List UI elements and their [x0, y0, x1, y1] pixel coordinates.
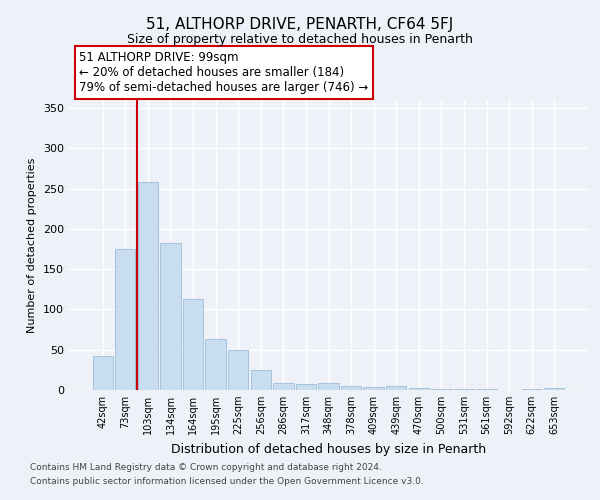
Bar	[273, 383, 293, 390]
Text: 51, ALTHORP DRIVE, PENARTH, CF64 5FJ: 51, ALTHORP DRIVE, PENARTH, CF64 5FJ	[146, 18, 454, 32]
Bar	[409, 388, 429, 390]
Bar	[183, 299, 203, 390]
Text: Contains HM Land Registry data © Crown copyright and database right 2024.: Contains HM Land Registry data © Crown c…	[30, 464, 382, 472]
Bar	[521, 389, 542, 390]
Bar	[92, 356, 113, 390]
Bar	[251, 370, 271, 390]
Text: Size of property relative to detached houses in Penarth: Size of property relative to detached ho…	[127, 32, 473, 46]
Bar	[544, 388, 565, 390]
Bar	[454, 389, 474, 390]
Y-axis label: Number of detached properties: Number of detached properties	[28, 158, 37, 332]
Bar	[138, 182, 158, 390]
Bar	[296, 384, 316, 390]
Bar	[115, 249, 136, 390]
Bar	[160, 242, 181, 390]
Text: Contains public sector information licensed under the Open Government Licence v3: Contains public sector information licen…	[30, 477, 424, 486]
Bar	[431, 389, 452, 390]
Bar	[319, 383, 338, 390]
Bar	[341, 386, 361, 390]
Bar	[476, 389, 497, 390]
Bar	[205, 339, 226, 390]
Bar	[228, 350, 248, 390]
Bar	[364, 387, 384, 390]
Text: 51 ALTHORP DRIVE: 99sqm
← 20% of detached houses are smaller (184)
79% of semi-d: 51 ALTHORP DRIVE: 99sqm ← 20% of detache…	[79, 51, 368, 94]
Bar	[386, 386, 406, 390]
X-axis label: Distribution of detached houses by size in Penarth: Distribution of detached houses by size …	[171, 442, 486, 456]
